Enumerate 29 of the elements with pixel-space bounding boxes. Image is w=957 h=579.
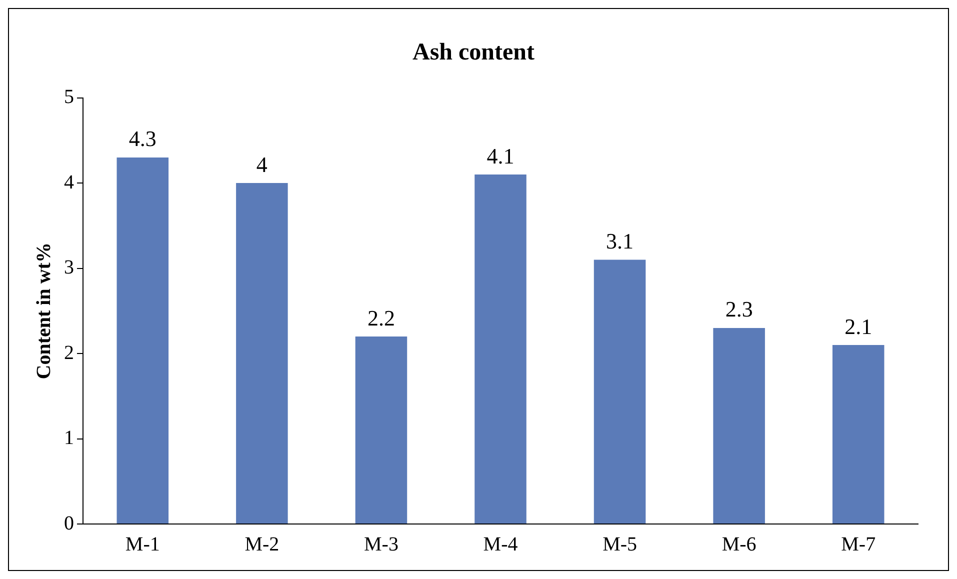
data-label: 3.1: [606, 228, 634, 254]
data-label: 4: [256, 152, 268, 177]
x-tick-label: M-3: [364, 533, 398, 556]
x-tick-label: M-6: [722, 533, 756, 556]
bar: [474, 174, 526, 524]
bar: [355, 336, 408, 524]
x-tick-label: M-7: [841, 533, 876, 556]
y-tick-label: 1: [64, 427, 74, 450]
data-label: 4.3: [128, 126, 156, 152]
y-tick-label: 5: [64, 86, 74, 108]
x-tick-label: M-4: [483, 533, 518, 556]
x-tick-label: M-1: [125, 533, 160, 556]
x-tick-label: M-5: [602, 533, 638, 556]
y-tick-label: 3: [64, 256, 74, 279]
bar: [832, 344, 884, 524]
y-tick-label: 2: [64, 342, 74, 364]
y-tick-label: 4: [64, 171, 74, 194]
bar: [116, 157, 169, 524]
data-label: 4.1: [486, 143, 514, 168]
y-axis-title: Content in wt%: [33, 242, 56, 380]
bar: [713, 328, 765, 524]
y-tick-label: 0: [64, 512, 74, 534]
bar: [594, 260, 646, 524]
data-label: 2.2: [367, 305, 395, 330]
data-label: 2.3: [725, 296, 753, 322]
x-tick-label: M-2: [244, 533, 280, 556]
data-label: 2.1: [844, 314, 872, 339]
chart-title: Ash content: [412, 40, 535, 66]
bar: [236, 183, 288, 524]
